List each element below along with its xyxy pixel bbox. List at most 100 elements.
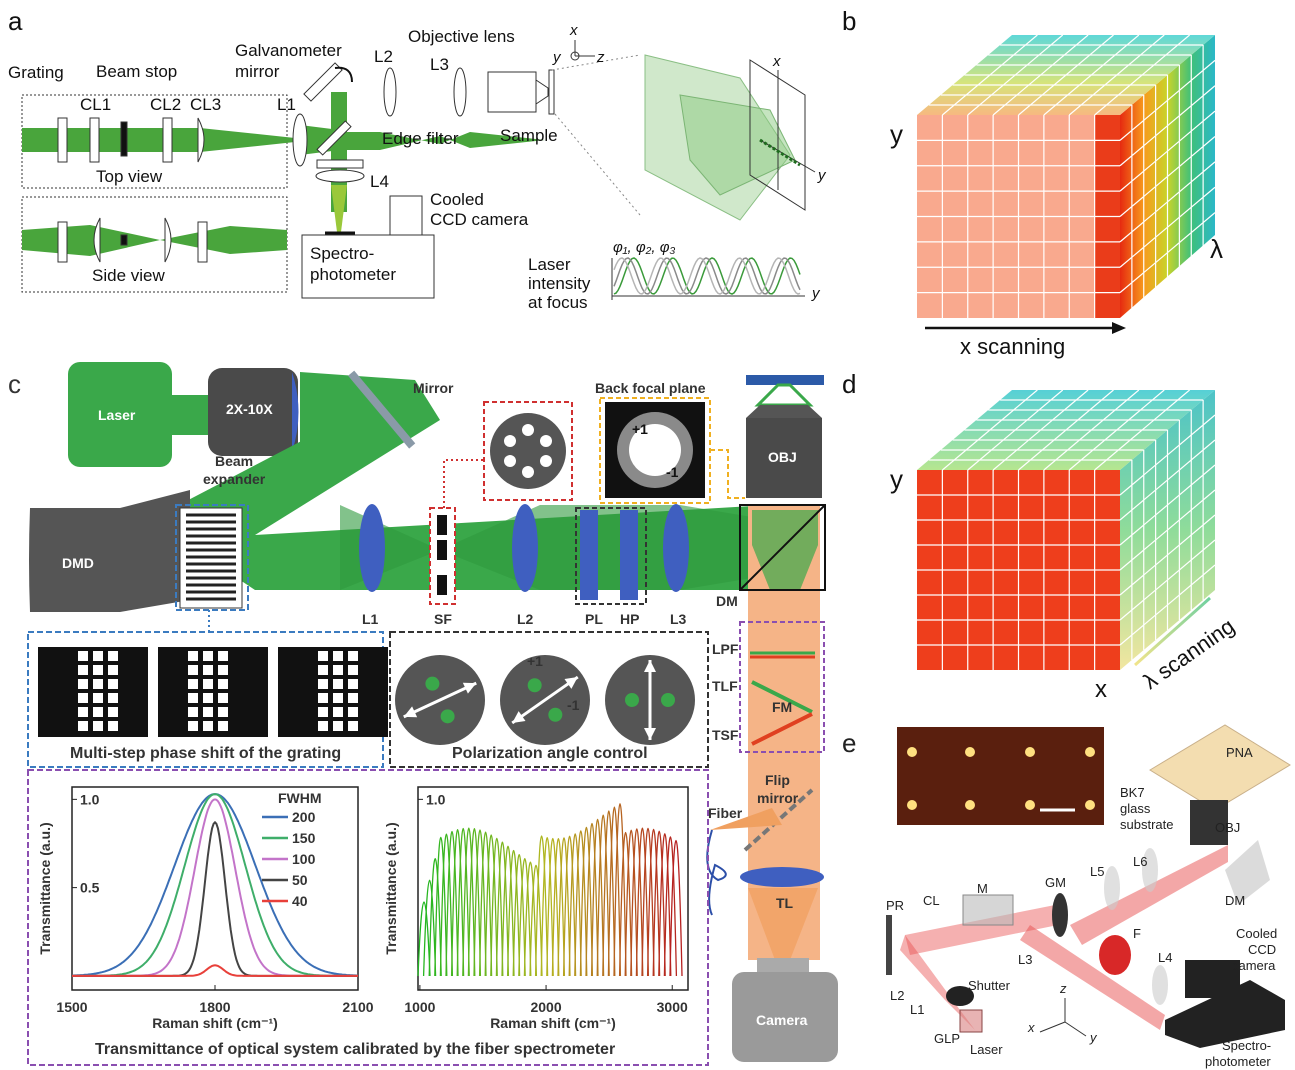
connector	[443, 459, 484, 508]
lens	[383, 67, 397, 117]
camera	[389, 195, 423, 236]
light-sheet	[679, 94, 796, 196]
galvo	[1052, 893, 1068, 937]
phase-cell	[108, 651, 118, 661]
nanoparticle	[1085, 747, 1095, 757]
transmittance-curve	[72, 793, 358, 977]
phase-cell	[93, 707, 103, 717]
phase-cell	[318, 721, 328, 731]
dashed-box	[575, 507, 647, 605]
lens	[164, 217, 172, 263]
phase-cell	[318, 651, 328, 661]
label: y	[890, 464, 903, 494]
phase-cell	[203, 707, 213, 717]
beam-stop	[120, 234, 128, 246]
label: Side view	[92, 266, 165, 285]
label: y	[817, 167, 827, 184]
phase-cell	[348, 707, 358, 717]
spectrum-peak	[596, 814, 610, 977]
label: CCD	[1248, 942, 1276, 957]
sample	[548, 69, 555, 115]
label: L4	[370, 172, 389, 191]
label: Laser	[98, 407, 136, 423]
label: F	[1133, 926, 1141, 941]
label: DMD	[62, 555, 94, 571]
label: CL2	[150, 95, 181, 114]
nanoparticle	[907, 800, 917, 810]
y-tick-label: 0.5	[80, 880, 100, 896]
polarization-arrow	[403, 681, 477, 719]
label: SF	[434, 611, 452, 627]
lens	[197, 117, 205, 163]
beam	[340, 132, 545, 150]
label: Sample	[500, 126, 558, 145]
phase-cell	[93, 693, 103, 703]
label: L6	[1133, 854, 1147, 869]
zoom-line	[554, 113, 641, 216]
objective-tip	[746, 405, 822, 418]
spectrum-peak	[534, 835, 549, 977]
label: TL	[776, 895, 794, 911]
phase-cell	[218, 707, 228, 717]
phase-cell	[218, 651, 228, 661]
phase-cell	[333, 721, 343, 731]
label: FM	[772, 699, 792, 715]
label: TLF	[712, 678, 738, 694]
label: intensity	[528, 274, 591, 293]
spectrophotometer	[1165, 980, 1285, 1048]
phase-cell	[203, 693, 213, 703]
beam-spot	[625, 693, 639, 707]
label: Edge filter	[382, 129, 459, 148]
label: Back focal plane	[595, 380, 706, 396]
phase-cell	[318, 665, 328, 675]
beam	[22, 225, 287, 256]
spectrum-peak	[602, 810, 616, 977]
beam	[900, 935, 975, 1030]
filter	[316, 159, 364, 169]
beam	[331, 185, 347, 232]
y-axis-title: Transmittance (a.u.)	[383, 822, 399, 954]
phase-cell	[333, 679, 343, 689]
dashed-box	[175, 504, 249, 611]
label: CL3	[190, 95, 221, 114]
fringe	[613, 257, 801, 295]
label: L5	[1090, 864, 1104, 879]
rotation-arrow	[334, 66, 353, 83]
mask	[437, 515, 447, 535]
beam-spot	[425, 676, 440, 691]
spectrum-peak	[439, 833, 454, 977]
spectrum-peak	[467, 828, 482, 977]
spectrum-peak	[579, 827, 594, 977]
label: glass	[1120, 801, 1151, 816]
label: at focus	[528, 293, 588, 312]
label: Mirror	[413, 380, 454, 396]
scan-arrow	[1134, 596, 1211, 667]
phase-cell	[93, 679, 103, 689]
spectrum-peak	[568, 833, 582, 977]
label: Fiber	[708, 805, 743, 821]
phase-cell	[188, 721, 198, 731]
phase-cell	[203, 665, 213, 675]
x-tick-label: 1000	[404, 999, 435, 1015]
dashed-box	[483, 401, 573, 501]
flip-mirror	[743, 788, 814, 852]
phase-cell	[108, 679, 118, 689]
spectrum-peak	[417, 901, 431, 977]
dmd	[29, 490, 190, 612]
label: x	[569, 22, 578, 39]
phase-cell	[333, 707, 343, 717]
phase-cell	[188, 679, 198, 689]
label: camera	[1232, 958, 1276, 973]
half-wave-plate	[620, 510, 638, 600]
transmittance-curve	[72, 798, 358, 977]
cube-d	[917, 389, 1216, 670]
stage	[746, 375, 824, 385]
phase-cell	[333, 693, 343, 703]
label: Beam	[215, 453, 253, 469]
label: φ₁, φ₂, φ₃	[613, 239, 675, 256]
label: Galvanometer	[235, 41, 342, 60]
dashed-box	[27, 631, 384, 768]
mirror	[348, 370, 416, 449]
spectrum-peak	[624, 829, 638, 977]
label: Multi-step phase shift of the grating	[70, 745, 341, 762]
